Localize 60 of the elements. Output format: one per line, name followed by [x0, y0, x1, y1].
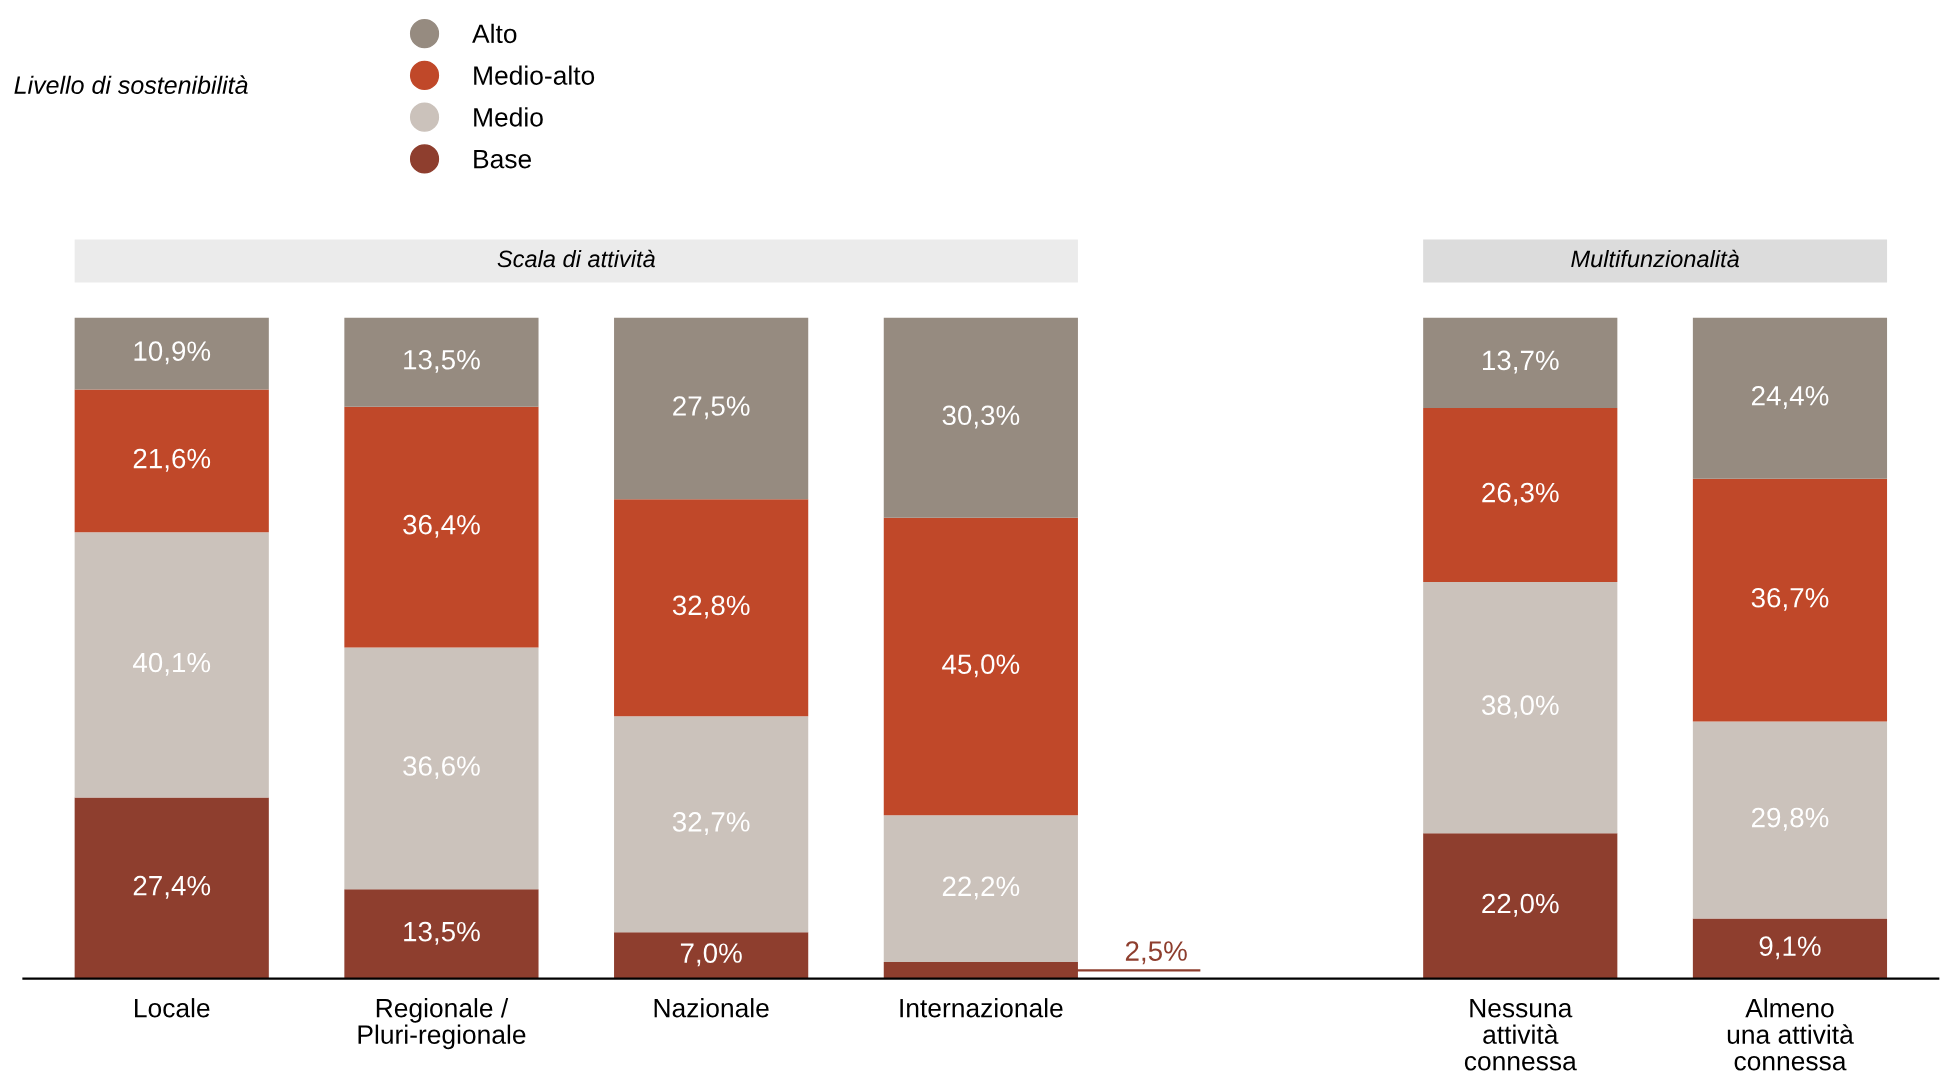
bar — [1692, 317, 1888, 479]
bar — [614, 932, 809, 979]
data-label: 21,6% — [133, 448, 211, 472]
data-label: 13,5% — [404, 349, 480, 373]
legend-title: Livello di sostenibilità — [14, 75, 248, 94]
bar — [74, 532, 269, 798]
data-label: 45,0% — [942, 654, 1020, 678]
bar — [614, 317, 809, 500]
x-tick-label: Regionale / Pluri-regionale — [358, 998, 526, 1050]
bar — [1423, 581, 1618, 834]
bar — [1692, 478, 1888, 722]
bar — [1423, 408, 1618, 582]
bar — [74, 797, 269, 979]
bar — [614, 499, 809, 717]
data-label: 36,7% — [1751, 587, 1829, 611]
x-tick-label: Nazionale — [654, 998, 769, 1018]
data-label: 40,1% — [133, 652, 211, 676]
bar — [74, 317, 269, 390]
data-label: 10,9% — [134, 341, 211, 365]
legend-label: Base — [474, 149, 532, 169]
legend-label: Medio-alto — [474, 65, 595, 85]
bar — [344, 406, 539, 648]
data-label: 13,5% — [404, 921, 480, 945]
data-label: 36,6% — [403, 756, 480, 780]
data-label: 29,8% — [1751, 807, 1829, 831]
bar — [883, 517, 1078, 816]
data-label: 27,5% — [673, 396, 750, 420]
bar — [344, 889, 539, 979]
bar — [883, 815, 1078, 963]
text: Scala di attività — [497, 249, 655, 268]
data-label: 22,2% — [942, 876, 1020, 900]
data-label: 32,7% — [672, 812, 750, 835]
data-label: 13,7% — [1483, 350, 1559, 374]
data-label: 24,4% — [1751, 385, 1829, 409]
bar — [1423, 317, 1618, 409]
legend-label: Medio — [474, 107, 543, 127]
bar — [1692, 721, 1888, 919]
data-label: 7,0% — [680, 943, 742, 967]
bar — [344, 647, 539, 890]
data-label: 9,1% — [1759, 936, 1821, 960]
data-label: 27,4% — [133, 875, 211, 899]
bar — [614, 716, 809, 933]
data-label: 38,0% — [1481, 695, 1559, 719]
bar — [1692, 918, 1888, 979]
legend-label: Alto — [472, 23, 517, 44]
data-label: 2,5% — [1125, 941, 1187, 965]
data-label: 30,3% — [942, 405, 1020, 429]
x-tick-label: Internazionale — [900, 998, 1063, 1018]
x-tick-label: Almeno una attività connessa — [1727, 998, 1854, 1071]
bar — [344, 317, 539, 407]
x-tick-label: Nessuna attività connessa — [1464, 999, 1577, 1071]
bar — [74, 389, 269, 533]
data-label: 32,8% — [672, 595, 750, 619]
bar — [883, 317, 1078, 518]
data-label: 36,4% — [403, 514, 480, 538]
x-tick-label: Locale — [135, 998, 210, 1018]
text: Multifunzionalità — [1571, 249, 1740, 268]
data-label: 26,3% — [1482, 482, 1559, 506]
bar — [1423, 833, 1618, 979]
data-label: 22,0% — [1482, 893, 1559, 917]
